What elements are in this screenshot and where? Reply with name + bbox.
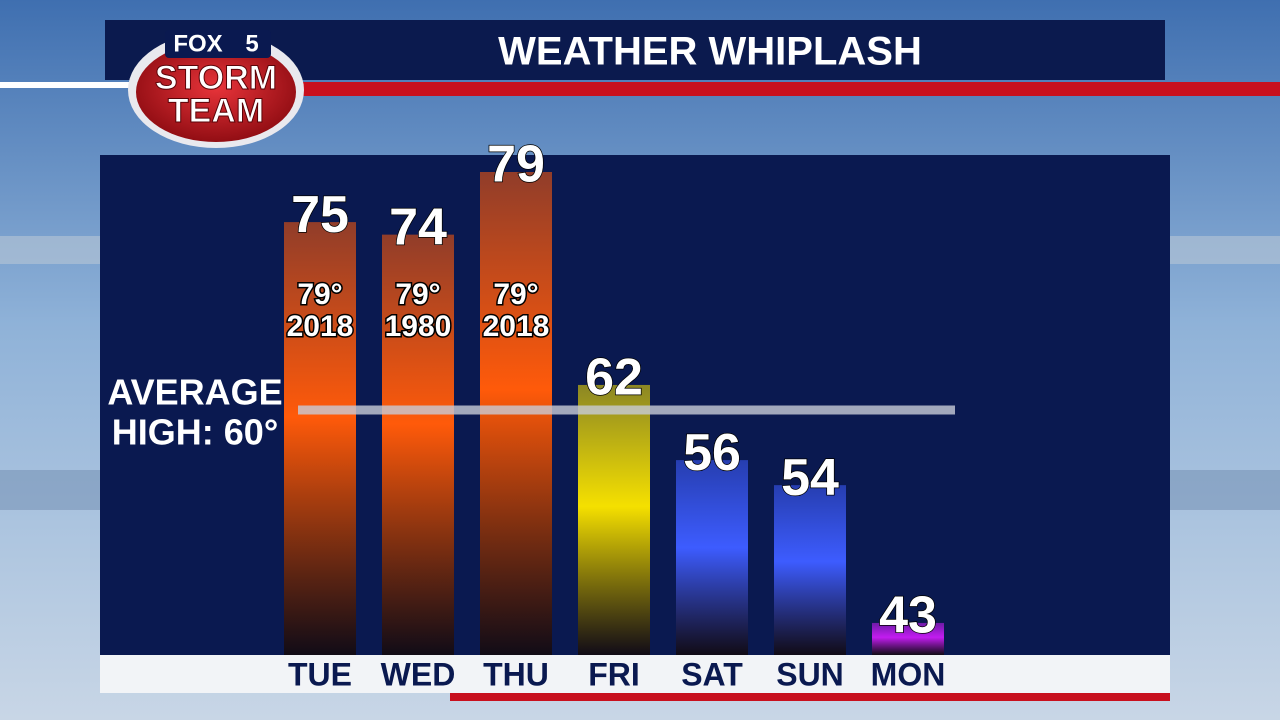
value-label: 54: [781, 449, 839, 507]
x-tick-label: THU: [483, 656, 549, 692]
bar: [578, 384, 650, 655]
x-tick-label: MON: [871, 656, 946, 692]
chart-title: WEATHER WHIPLASH: [498, 30, 922, 74]
value-label: 74: [389, 198, 447, 256]
bar: [676, 460, 748, 655]
record-label: 79°: [297, 278, 342, 311]
x-tick-label: FRI: [588, 656, 640, 692]
record-label: 79°: [395, 278, 440, 311]
record-label: 2018: [287, 310, 354, 343]
day-strip: [100, 655, 1170, 693]
logo-badge: [136, 42, 296, 142]
x-tick-label: TUE: [288, 656, 352, 692]
record-label: 79°: [493, 278, 538, 311]
bar: [382, 234, 454, 655]
logo-line1: STORM: [155, 59, 277, 97]
x-tick-label: WED: [381, 656, 456, 692]
x-tick-label: SUN: [776, 656, 844, 692]
value-label: 56: [683, 424, 741, 482]
value-label: 79: [487, 136, 545, 194]
bar: [872, 622, 944, 655]
average-label: HIGH: 60°: [112, 412, 278, 453]
average-label: AVERAGE: [107, 372, 282, 413]
logo: FOX 5 STORM TEAM: [128, 30, 304, 148]
record-label: 1980: [385, 310, 452, 343]
value-label: 75: [291, 186, 349, 244]
logo-line2: TEAM: [168, 92, 264, 130]
bar: [284, 222, 356, 655]
logo-fox-box: [165, 30, 271, 58]
white-stripe: [0, 82, 140, 88]
red-stripe: [450, 693, 1170, 701]
logo-network: FOX: [173, 30, 222, 57]
bar: [774, 485, 846, 655]
record-label: 2018: [483, 310, 550, 343]
value-label: 62: [585, 349, 643, 407]
value-label: 43: [879, 587, 937, 645]
red-stripe: [300, 82, 1280, 96]
logo-channel: 5: [245, 30, 258, 57]
x-tick-label: SAT: [681, 656, 743, 692]
